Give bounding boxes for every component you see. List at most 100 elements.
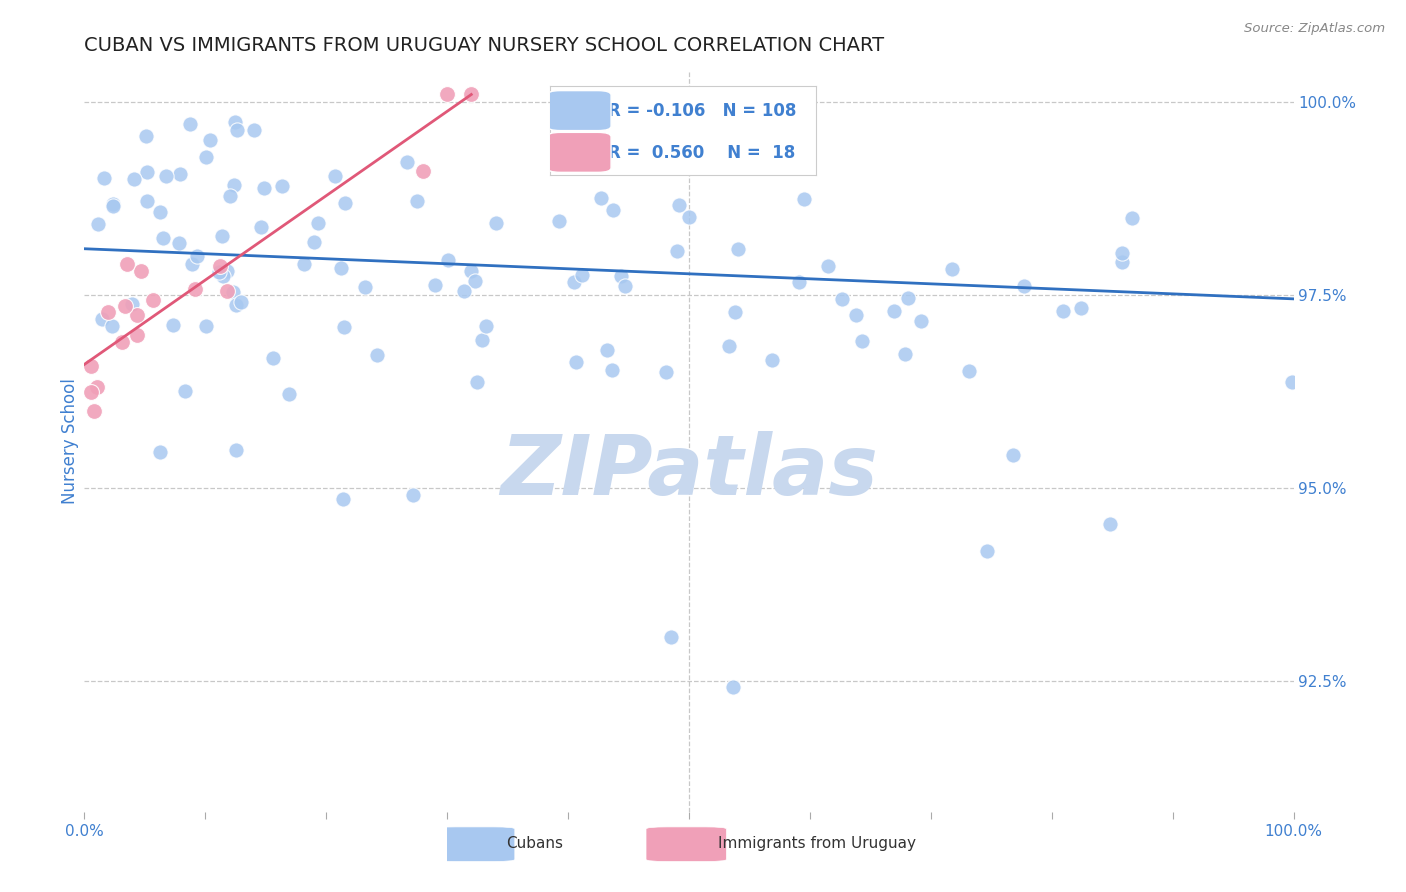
- Point: [86, 217, 108, 231]
- Point: [402, 488, 425, 502]
- Point: [474, 319, 496, 334]
- Point: [333, 195, 356, 210]
- Point: [436, 87, 458, 102]
- Point: [547, 213, 569, 227]
- Point: [678, 210, 700, 224]
- Text: Source: ZipAtlas.com: Source: ZipAtlas.com: [1244, 22, 1385, 36]
- Point: [910, 314, 932, 328]
- Point: [174, 384, 197, 399]
- Point: [186, 249, 208, 263]
- Point: [135, 128, 157, 143]
- Point: [162, 318, 184, 332]
- Point: [93, 170, 115, 185]
- Point: [1111, 246, 1133, 260]
- Point: [179, 116, 201, 130]
- Point: [212, 268, 235, 283]
- Point: [718, 338, 741, 352]
- Point: [292, 257, 315, 271]
- Point: [167, 236, 190, 251]
- Point: [565, 355, 588, 369]
- Point: [425, 277, 447, 292]
- Point: [412, 163, 434, 178]
- Point: [1121, 211, 1143, 226]
- Point: [460, 264, 482, 278]
- Point: [225, 298, 247, 312]
- Point: [789, 275, 811, 289]
- Text: CUBAN VS IMMIGRANTS FROM URUGUAY NURSERY SCHOOL CORRELATION CHART: CUBAN VS IMMIGRANTS FROM URUGUAY NURSERY…: [84, 36, 884, 54]
- Point: [200, 133, 222, 147]
- Point: [1098, 516, 1121, 531]
- Point: [101, 319, 124, 334]
- Point: [817, 259, 839, 273]
- Point: [219, 189, 242, 203]
- Point: [761, 352, 783, 367]
- Point: [851, 334, 873, 348]
- Point: [215, 264, 238, 278]
- Point: [194, 151, 217, 165]
- Point: [222, 285, 245, 300]
- Point: [1281, 375, 1303, 389]
- Point: [845, 308, 868, 322]
- Text: ZIPatlas: ZIPatlas: [501, 431, 877, 512]
- Point: [976, 544, 998, 558]
- Point: [211, 229, 233, 244]
- Point: [666, 244, 689, 258]
- Point: [727, 242, 749, 256]
- Point: [194, 319, 217, 334]
- Point: [1070, 301, 1092, 315]
- Point: [465, 376, 488, 390]
- Point: [747, 87, 769, 102]
- Point: [225, 123, 247, 137]
- Point: [79, 384, 101, 399]
- Point: [262, 351, 284, 365]
- Point: [396, 154, 419, 169]
- Point: [149, 445, 172, 459]
- Point: [333, 320, 356, 334]
- Point: [596, 343, 619, 358]
- Point: [571, 268, 593, 282]
- Point: [101, 197, 124, 211]
- Point: [181, 257, 204, 271]
- Point: [793, 192, 815, 206]
- Point: [654, 365, 676, 379]
- Point: [278, 387, 301, 401]
- Point: [831, 293, 853, 307]
- Point: [152, 231, 174, 245]
- Point: [225, 443, 247, 458]
- Point: [83, 403, 105, 417]
- Point: [307, 216, 329, 230]
- Point: [1111, 255, 1133, 269]
- Point: [471, 333, 494, 347]
- Point: [436, 252, 458, 267]
- Point: [614, 279, 637, 293]
- Point: [1001, 448, 1024, 462]
- Point: [366, 348, 388, 362]
- Point: [406, 194, 429, 208]
- Point: [302, 235, 325, 250]
- Point: [600, 362, 623, 376]
- Point: [253, 180, 276, 194]
- Point: [602, 202, 624, 217]
- Point: [136, 194, 159, 209]
- Point: [896, 291, 918, 305]
- Point: [453, 285, 475, 299]
- Point: [80, 359, 103, 373]
- Point: [1052, 304, 1074, 318]
- Point: [155, 169, 177, 183]
- Point: [250, 220, 273, 235]
- Point: [183, 282, 205, 296]
- Point: [959, 364, 981, 378]
- Point: [215, 284, 238, 298]
- Point: [591, 191, 613, 205]
- Point: [121, 297, 143, 311]
- Point: [485, 215, 508, 229]
- Point: [122, 171, 145, 186]
- Point: [332, 492, 354, 507]
- Point: [169, 167, 191, 181]
- Point: [101, 199, 124, 213]
- Point: [142, 293, 165, 307]
- Point: [135, 165, 157, 179]
- Point: [114, 300, 136, 314]
- Point: [86, 380, 108, 394]
- Point: [270, 179, 292, 194]
